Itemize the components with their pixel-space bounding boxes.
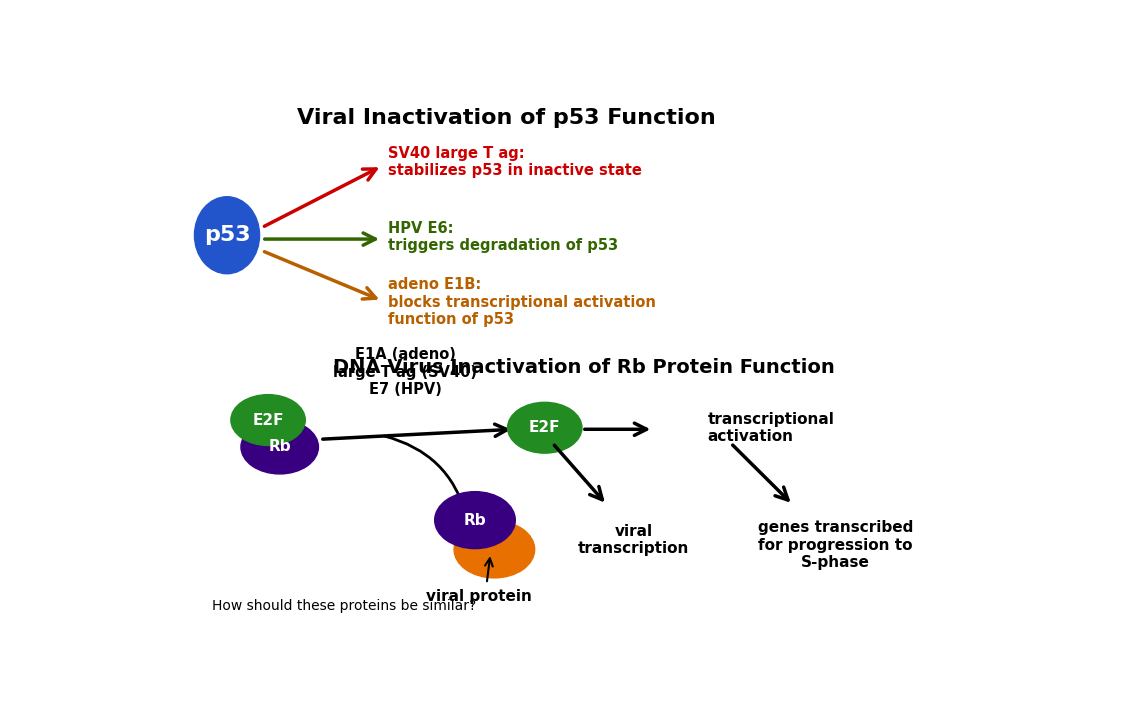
Ellipse shape xyxy=(434,491,515,549)
Text: E1A (adeno)
large T ag (SV40)
E7 (HPV): E1A (adeno) large T ag (SV40) E7 (HPV) xyxy=(333,347,477,397)
Text: genes transcribed
for progression to
S-phase: genes transcribed for progression to S-p… xyxy=(758,520,913,570)
Ellipse shape xyxy=(454,521,534,578)
Ellipse shape xyxy=(194,196,260,274)
Ellipse shape xyxy=(231,395,305,445)
Text: adeno E1B:
blocks transcriptional activation
function of p53: adeno E1B: blocks transcriptional activa… xyxy=(388,277,657,327)
Text: transcriptional
activation: transcriptional activation xyxy=(708,411,835,444)
Text: E2F: E2F xyxy=(528,420,560,435)
Text: viral protein: viral protein xyxy=(426,589,532,605)
Text: p53: p53 xyxy=(204,225,251,245)
Text: SV40 large T ag:
stabilizes p53 in inactive state: SV40 large T ag: stabilizes p53 in inact… xyxy=(388,146,642,178)
Ellipse shape xyxy=(508,402,582,453)
Text: How should these proteins be similar?: How should these proteins be similar? xyxy=(212,598,476,613)
Ellipse shape xyxy=(240,420,319,474)
Text: Viral Inactivation of p53 Function: Viral Inactivation of p53 Function xyxy=(297,108,716,128)
Text: viral
transcription: viral transcription xyxy=(578,524,689,557)
Text: Rb: Rb xyxy=(464,513,486,527)
Text: HPV E6:
triggers degradation of p53: HPV E6: triggers degradation of p53 xyxy=(388,220,618,253)
Text: DNA Virus Inactivation of Rb Protein Function: DNA Virus Inactivation of Rb Protein Fun… xyxy=(332,359,835,377)
Text: Rb: Rb xyxy=(269,440,291,454)
Text: E2F: E2F xyxy=(253,413,284,428)
